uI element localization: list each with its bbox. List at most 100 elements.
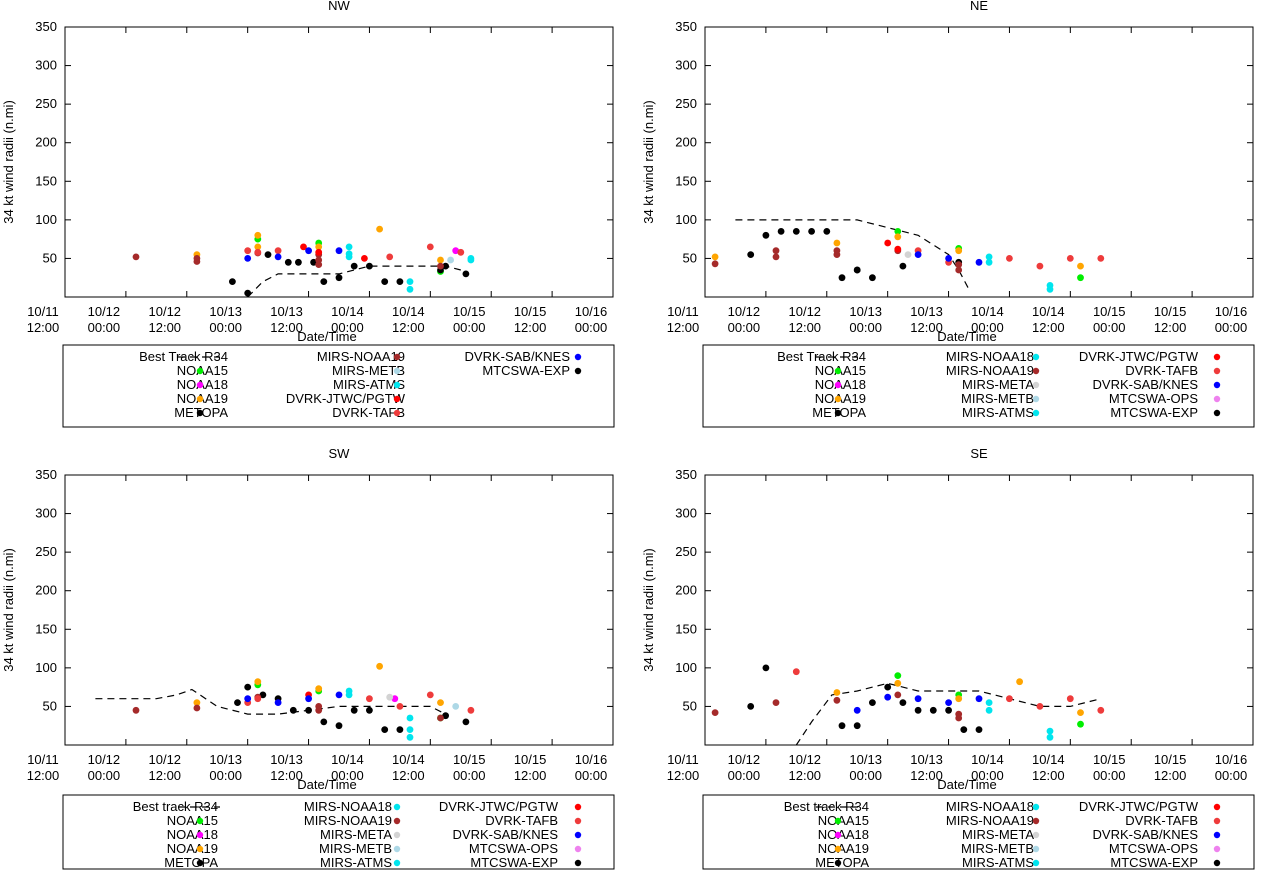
legend-marker-dot bbox=[196, 845, 204, 853]
x-axis-label: Date/Time bbox=[297, 329, 356, 344]
legend-marker-dot bbox=[1032, 367, 1040, 375]
x-tick-label-time: 12:00 bbox=[270, 320, 303, 335]
data-point-dvrk-sab-knes bbox=[884, 693, 892, 701]
legend-marker-dot bbox=[196, 817, 204, 825]
data-point-metopa bbox=[442, 262, 449, 270]
x-tick-label-time: 00:00 bbox=[88, 320, 121, 335]
legend-marker-dot bbox=[1213, 367, 1221, 375]
legend-label: DVRK-JTWC/PGTW bbox=[286, 391, 406, 406]
y-tick-label: 350 bbox=[35, 19, 57, 34]
x-tick-label-time: 12:00 bbox=[1032, 768, 1065, 783]
legend-label: DVRK-SAB/KNES bbox=[465, 349, 571, 364]
legend-marker-dot bbox=[574, 803, 582, 811]
x-tick-label-date: 10/13 bbox=[849, 752, 882, 767]
legend-label: DVRK-SAB/KNES bbox=[453, 827, 559, 842]
x-tick-label-date: 10/15 bbox=[453, 304, 486, 319]
x-tick-label-date: 10/12 bbox=[789, 304, 822, 319]
y-tick-label: 150 bbox=[675, 621, 697, 636]
x-tick-label-time: 00:00 bbox=[575, 320, 608, 335]
legend-box bbox=[702, 344, 1255, 428]
y-tick-label: 150 bbox=[35, 173, 57, 188]
legend-label: MIRS-NOAA18 bbox=[946, 799, 1034, 814]
data-point-dvrk-sab-knes bbox=[914, 251, 922, 258]
x-tick-label-date: 10/14 bbox=[331, 752, 364, 767]
data-point-mirs-noaa19 bbox=[711, 709, 719, 716]
x-tick-label-date: 10/13 bbox=[270, 304, 303, 319]
legend-marker-dot bbox=[1213, 395, 1221, 403]
data-point-metopa bbox=[869, 699, 876, 706]
legend-marker-dot bbox=[1213, 845, 1221, 853]
x-tick-label-date: 10/12 bbox=[149, 304, 182, 319]
x-tick-label-time: 00:00 bbox=[331, 320, 364, 335]
data-point-dvrk-tafb bbox=[1066, 695, 1074, 703]
y-tick-label: 250 bbox=[35, 96, 57, 111]
x-tick-label-time: 12:00 bbox=[392, 320, 425, 335]
data-point-metopa bbox=[229, 278, 236, 285]
legend-marker-dot bbox=[1213, 803, 1221, 811]
y-tick-label: 50 bbox=[43, 250, 57, 265]
data-point-mirs-noaa18 bbox=[406, 733, 414, 741]
plot-frame bbox=[704, 474, 1254, 746]
data-point-metopa bbox=[366, 262, 373, 270]
data-point-metopa bbox=[945, 706, 952, 714]
chart-title: NE bbox=[970, 0, 988, 13]
x-tick-label-date: 10/15 bbox=[514, 752, 547, 767]
legend-label: MIRS-META bbox=[962, 377, 1034, 392]
x-tick-label-date: 10/12 bbox=[88, 304, 121, 319]
data-point-metopa bbox=[884, 683, 892, 691]
legend-label: MIRS-ATMS bbox=[962, 855, 1034, 870]
data-point-dvrk-tafb bbox=[1036, 703, 1044, 710]
legend-marker-dot bbox=[1032, 817, 1040, 825]
legend-label: MIRS-NOAA18 bbox=[946, 349, 1034, 364]
data-point-metopa bbox=[914, 706, 922, 714]
data-point-metopa bbox=[264, 251, 272, 258]
legend-marker-dot bbox=[574, 353, 582, 361]
data-point-dvrk-sab-knes bbox=[244, 695, 252, 703]
x-tick-label-time: 12:00 bbox=[514, 320, 547, 335]
data-point-mirs-metb bbox=[447, 256, 454, 264]
data-point-noaa19 bbox=[894, 679, 902, 687]
legend-marker-dot bbox=[196, 859, 204, 867]
legend-marker-dot bbox=[574, 367, 582, 375]
x-tick-label-time: 00:00 bbox=[849, 320, 882, 335]
data-point-metopa bbox=[960, 726, 968, 733]
x-tick-label-date: 10/12 bbox=[149, 752, 182, 767]
data-point-dvrk-tafb bbox=[426, 243, 434, 251]
legend-marker-dot bbox=[196, 367, 204, 375]
legend-marker-dot bbox=[393, 367, 401, 375]
data-point-mirs-noaa19 bbox=[193, 258, 201, 265]
chart-title: NW bbox=[328, 0, 350, 13]
data-point-noaa15 bbox=[894, 672, 902, 679]
data-point-mirs-meta bbox=[386, 693, 394, 701]
data-point-metopa bbox=[366, 706, 373, 714]
data-point-mirs-noaa19 bbox=[955, 261, 963, 268]
data-point-dvrk-tafb bbox=[254, 248, 262, 256]
data-point-noaa19 bbox=[315, 243, 323, 251]
x-tick-label-date: 10/13 bbox=[849, 304, 882, 319]
data-point-metopa bbox=[350, 706, 358, 714]
x-tick-label-date: 10/13 bbox=[910, 304, 943, 319]
legend-marker-dot bbox=[1032, 831, 1040, 839]
y-axis-label: 34 kt wind radii (n.mi) bbox=[1, 548, 16, 672]
y-tick-label: 300 bbox=[35, 506, 57, 521]
legend-label: DVRK-JTWC/PGTW bbox=[1079, 349, 1199, 364]
data-point-mirs-atms bbox=[345, 243, 353, 251]
x-axis-label: Date/Time bbox=[937, 777, 996, 792]
x-tick-label-time: 12:00 bbox=[789, 768, 822, 783]
data-point-noaa19 bbox=[711, 253, 719, 261]
legend-marker-dot bbox=[393, 353, 401, 361]
plot-frame bbox=[64, 474, 614, 746]
chart-panel-nw: NW5010015020025030035010/1112:0010/1200:… bbox=[1, 0, 615, 428]
legend-label: MIRS-NOAA19 bbox=[317, 349, 405, 364]
legend-label: Best track R34 bbox=[133, 799, 218, 814]
legend-marker-dot bbox=[1213, 409, 1221, 417]
y-tick-label: 350 bbox=[675, 467, 697, 482]
data-point-metopa bbox=[442, 712, 449, 720]
x-tick-label-time: 00:00 bbox=[575, 768, 608, 783]
y-tick-label: 150 bbox=[35, 621, 57, 636]
y-tick-label: 300 bbox=[35, 58, 57, 73]
data-point-dvrk-sab-knes bbox=[274, 699, 282, 706]
legend-label: MIRS-METB bbox=[961, 841, 1034, 856]
data-point-dvrk-jtwc-pgtw bbox=[315, 248, 323, 256]
legend-label: MIRS-NOAA18 bbox=[304, 799, 392, 814]
